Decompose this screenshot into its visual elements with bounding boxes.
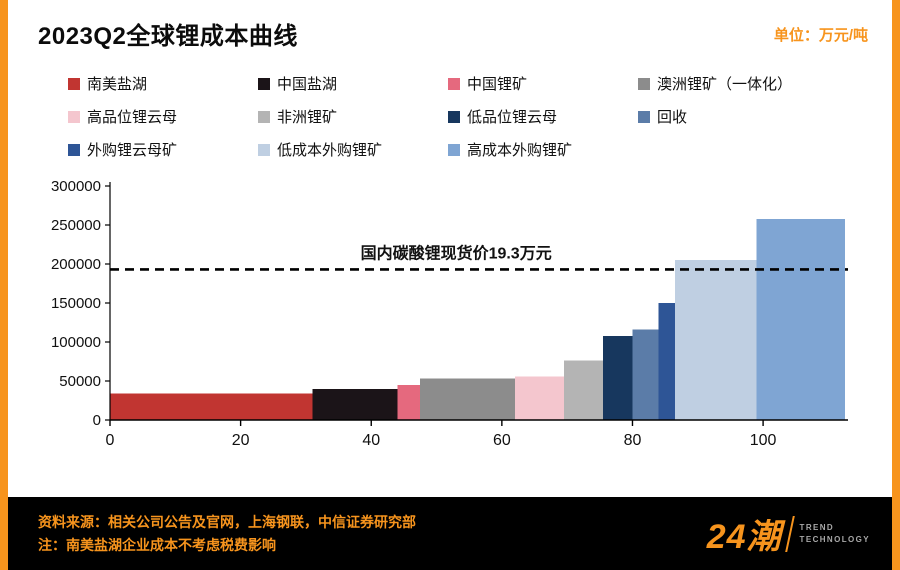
unit-label: 单位：万元/吨 [773,27,868,44]
cost-bar [632,329,659,420]
legend-swatch [638,110,650,123]
cost-bar [674,260,757,420]
legend-swatch [68,110,80,123]
brand-logo-text: 24潮 [706,518,782,556]
cost-bar [756,218,845,420]
x-tick-label: 100 [750,432,777,449]
x-tick-label: 60 [493,432,511,449]
cost-curve-chart: 国内碳酸锂现货价19.3万元 0 20 40 60 80 100 0 50000 100000 15… [51,178,848,449]
legend-item: 高成本外购锂矿 [448,139,638,160]
cost-bar [658,303,675,420]
legend-label: 中国盐湖 [277,76,338,93]
legend-label: 低成本外购锂矿 [277,142,383,159]
y-tick-label: 300000 [51,178,101,195]
chart-container: 国内碳酸锂现货价19.3万元 0 20 40 60 80 100 0 50000 100000 15… [44,174,868,471]
legend-swatch [68,77,80,90]
legend-item: 回收 [638,106,868,127]
note-line: 注：南美盐湖企业成本不考虑税费影响 [38,536,276,553]
content-area: 2023Q2全球锂成本曲线 单位：万元/吨 南美盐湖 中国盐湖 中国锂矿 澳洲锂矿（一… [8,0,892,497]
brand-logo-subtitle: TREND TECHNOLOGY [800,523,870,544]
legend-item: 低品位锂云母 [448,106,638,127]
legend-swatch [258,110,270,123]
brand-logo-sub1: TREND [799,523,835,532]
x-tick-label: 80 [624,432,642,449]
legend-item: 低成本外购锂矿 [258,139,448,160]
legend-label: 外购锂云母矿 [87,142,178,159]
cost-bar [563,360,604,420]
y-tick-label: 0 [93,412,101,429]
legend-label: 回收 [657,109,688,126]
legend-swatch [448,77,460,90]
legend-swatch [448,143,460,156]
legend-item: 高品位锂云母 [68,106,258,127]
legend-swatch [68,143,80,156]
legend-label: 高品位锂云母 [87,109,178,126]
y-tick-label: 100000 [51,334,101,351]
y-tick-label: 250000 [51,217,101,234]
brand-logo: 24潮 TREND TECHNOLOGY [707,509,870,558]
x-tick-label: 0 [106,432,115,449]
header: 2023Q2全球锂成本曲线 单位：万元/吨 [38,16,868,51]
cost-bar [420,378,515,420]
x-tick-label: 20 [232,432,250,449]
legend-swatch [258,77,270,90]
legend-item: 南美盐湖 [68,73,258,94]
chart-legend: 南美盐湖 中国盐湖 中国锂矿 澳洲锂矿（一体化） 高品位锂云母 非洲锂矿 低品位锂云母 回收外… [68,73,868,160]
y-tick-label: 200000 [51,256,101,273]
brand-logo-sub2: TECHNOLOGY [799,535,870,544]
source-block: 资料来源：相关公司公告及官网，上海钢联，中信证券研究部 注：南美盐湖企业成本不考… [38,511,416,557]
cost-bar [603,335,633,420]
cost-bar [312,388,398,420]
legend-label: 高成本外购锂矿 [467,142,573,159]
y-tick-label: 50000 [59,373,101,390]
cost-bar [110,393,313,420]
cost-bar [514,376,564,420]
source-line: 资料来源：相关公司公告及官网，上海钢联，中信证券研究部 [38,513,416,530]
legend-item: 中国锂矿 [448,73,638,94]
legend-swatch [448,110,460,123]
legend-label: 低品位锂云母 [467,109,558,126]
legend-label: 中国锂矿 [467,76,528,93]
legend-label: 非洲锂矿 [277,109,338,126]
legend-item: 非洲锂矿 [258,106,448,127]
legend-swatch [258,143,270,156]
legend-item: 澳洲锂矿（一体化） [638,73,868,94]
legend-item: 外购锂云母矿 [68,139,258,160]
reference-line-label: 国内碳酸锂现货价19.3万元 [361,243,552,262]
y-tick-label: 150000 [51,295,101,312]
x-tick-label: 40 [362,432,380,449]
cost-bar [397,384,421,420]
legend-swatch [638,77,650,90]
footer: 资料来源：相关公司公告及官网，上海钢联，中信证券研究部 注：南美盐湖企业成本不考… [8,497,892,570]
page-title: 2023Q2全球锂成本曲线 [38,23,298,50]
brand-logo-divider [784,515,795,552]
legend-item: 中国盐湖 [258,73,448,94]
legend-label: 澳洲锂矿（一体化） [657,76,793,93]
legend-label: 南美盐湖 [87,76,148,93]
